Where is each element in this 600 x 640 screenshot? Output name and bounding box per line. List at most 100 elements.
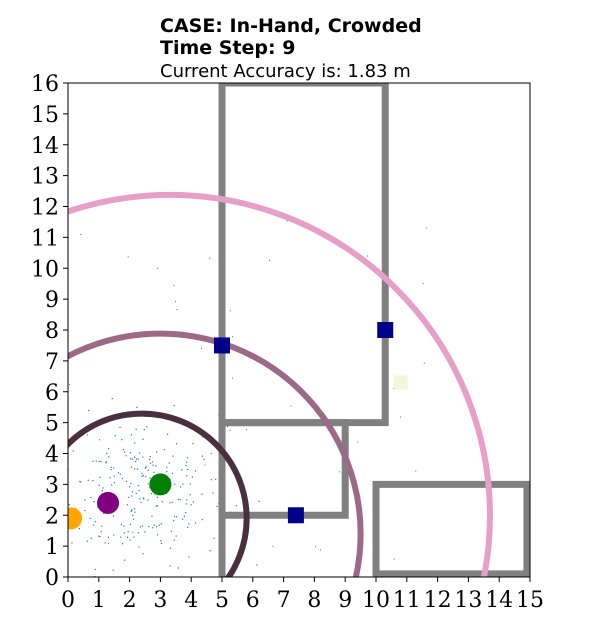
particle-point — [99, 535, 101, 538]
range-circle-0 — [68, 410, 250, 577]
particle-point — [129, 539, 131, 541]
particle-point — [188, 556, 190, 558]
particle-point — [100, 531, 102, 533]
particle-point — [121, 438, 123, 441]
estimate-point-0 — [68, 507, 83, 530]
particle-point — [174, 483, 176, 485]
y-tick-label: 8 — [45, 319, 59, 344]
particle-point — [142, 456, 144, 458]
particle-point — [156, 526, 158, 528]
particle-point — [94, 520, 96, 523]
particle-point — [141, 475, 143, 477]
particle-point — [100, 460, 102, 463]
particle-point — [187, 468, 189, 471]
particle-point — [107, 448, 110, 450]
particle-point — [98, 439, 100, 441]
particle-point — [140, 501, 142, 503]
particle-point — [130, 510, 132, 512]
particle-point — [168, 462, 170, 464]
particle-point — [169, 547, 171, 549]
particle-point — [151, 461, 154, 463]
particle-point — [80, 481, 82, 483]
particle-point — [112, 515, 115, 517]
particle-point — [156, 534, 159, 536]
particle-point — [135, 461, 137, 463]
particle-point — [170, 530, 172, 532]
particle-point — [64, 481, 65, 482]
particle-point — [169, 502, 171, 504]
x-tick-label: 0 — [61, 588, 75, 613]
particle-point — [160, 523, 162, 525]
particle-point — [181, 469, 183, 471]
particle-point — [180, 486, 182, 488]
particle-point — [229, 310, 231, 312]
particle-point — [69, 384, 71, 386]
particle-point — [150, 493, 152, 495]
particle-point — [123, 525, 125, 527]
particle-point — [415, 470, 417, 472]
particle-point — [133, 456, 136, 458]
particle-point — [98, 460, 100, 463]
particle-point — [186, 475, 188, 477]
particle-point — [94, 568, 96, 571]
particle-point — [215, 478, 217, 480]
particle-point — [173, 404, 175, 407]
y-tick-label: 10 — [31, 257, 59, 282]
particle-point — [145, 475, 147, 478]
particle-point — [129, 523, 132, 525]
particle-point — [110, 466, 112, 468]
particle-point — [235, 505, 237, 507]
x-tick-label: 4 — [184, 588, 198, 613]
y-tick-label: 5 — [45, 412, 59, 437]
y-tick-label: 13 — [31, 165, 59, 190]
x-tick-label: 3 — [153, 588, 167, 613]
particle-point — [98, 484, 100, 486]
particle-point — [153, 471, 155, 473]
particle-point — [14, 482, 15, 483]
particle-point — [132, 514, 134, 516]
particle-point — [148, 525, 150, 528]
particle-point — [182, 483, 184, 485]
particle-point — [426, 227, 428, 229]
particle-point — [186, 457, 189, 459]
particle-point — [127, 530, 129, 533]
particle-point — [87, 479, 89, 481]
particle-point — [147, 469, 149, 472]
particle-point — [101, 490, 103, 492]
range-circle-2 — [68, 192, 493, 577]
particle-point — [339, 471, 341, 473]
x-tick-label: 14 — [485, 588, 513, 613]
particle-point — [315, 546, 317, 548]
particle-point — [173, 284, 175, 286]
y-tick-label: 15 — [31, 103, 59, 128]
particle-point — [272, 545, 274, 547]
particle-point — [125, 480, 128, 482]
x-tick-label: 7 — [277, 588, 291, 613]
x-tick-label: 2 — [123, 588, 137, 613]
particle-point — [189, 483, 191, 485]
particle-point — [139, 452, 141, 454]
anchor-marker-2 — [287, 507, 304, 524]
particle-point — [166, 471, 168, 473]
particle-point — [123, 451, 126, 453]
particle-point — [119, 426, 121, 428]
particle-point — [139, 526, 142, 528]
particle-point — [201, 493, 203, 495]
particle-point — [155, 505, 157, 507]
range-circle-1 — [68, 330, 364, 577]
y-tick-label: 9 — [45, 288, 59, 313]
x-axis: 0 1 2 3 4 5 6 7 8 9 10 11 12 13 14 15 — [61, 577, 544, 613]
particle-point — [392, 387, 394, 389]
particle-point — [65, 496, 66, 497]
particle-point — [126, 504, 128, 506]
particle-point — [71, 542, 73, 544]
particle-point — [156, 496, 158, 498]
particle-point — [137, 532, 140, 534]
particle-point — [142, 438, 144, 440]
particle-point — [102, 487, 104, 489]
particle-point — [40, 451, 41, 452]
particle-point — [149, 456, 151, 458]
particle-point — [192, 501, 194, 503]
particle-point — [290, 405, 292, 407]
